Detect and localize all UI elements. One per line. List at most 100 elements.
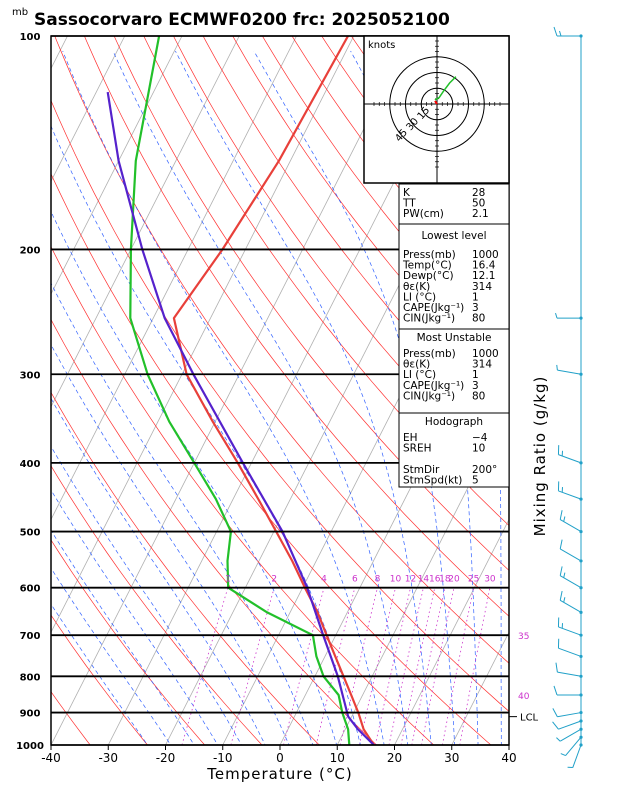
index-value: 5 (472, 474, 479, 486)
mixing-ratio-label: 12 (405, 575, 416, 585)
index-value: 80 (472, 390, 485, 402)
isotherm-line (51, 36, 297, 521)
x-tick-label: -20 (156, 751, 176, 765)
mixing-ratio-label: 4 (321, 575, 327, 585)
index-label: CAPE(Jkg⁻¹) (403, 302, 464, 314)
wind-barb (557, 481, 583, 501)
wind-barb-staff (559, 548, 582, 562)
wind-barb-feather (555, 662, 558, 673)
dry-adiabat-line (143, 36, 509, 527)
moist-adiabat-line (51, 489, 219, 745)
pressure-tick-label: 700 (20, 631, 41, 642)
index-label: PW(cm) (403, 208, 444, 220)
wind-barb-staff (565, 736, 582, 756)
isotherm-line (51, 36, 126, 183)
index-value: 10 (472, 443, 485, 455)
x-tick-label: 30 (444, 751, 459, 765)
dry-adiabat-line (51, 391, 320, 745)
wind-barb-feather (553, 26, 558, 37)
dry-adiabat-line (261, 36, 509, 356)
pressure-tick-label: 1000 (16, 741, 44, 752)
pressure-tick-label: 800 (20, 672, 41, 683)
isotherm-line (51, 36, 412, 745)
pressure-tick-label: 600 (20, 584, 41, 595)
index-value: 1000 (472, 348, 499, 360)
moist-adiabat-line (51, 397, 266, 745)
index-value: 16.4 (472, 260, 496, 272)
lcl-label: LCL (520, 713, 539, 724)
mixing-ratio-label: 16 (429, 575, 441, 585)
wind-barb-staff (557, 712, 582, 718)
x-tick-label: -40 (41, 751, 61, 765)
plot-area (51, 36, 509, 745)
mixing-ratio-axis-title: Mixing Ratio (g/kg) (531, 376, 549, 537)
hodograph-trace (434, 76, 457, 101)
index-value: 1 (472, 369, 479, 381)
moist-adiabat-line (450, 50, 502, 745)
wind-barb (557, 617, 583, 637)
chart-title: Sassocorvaro ECMWF0200 frc: 2025052100 (34, 10, 450, 30)
wind-barb (553, 26, 583, 38)
index-label: Press(mb) (403, 249, 456, 261)
hodograph-unit: knots (368, 40, 395, 51)
index-label: StmSpd(kt) (403, 474, 462, 486)
wind-barb-feather (553, 685, 558, 696)
wind-barb (552, 708, 583, 718)
wind-barb-feather (559, 539, 563, 550)
lowest-level-heading: Lowest level (421, 230, 486, 242)
index-value: 80 (472, 313, 485, 325)
index-label: TT (402, 198, 416, 210)
moist-adiabat-line (51, 210, 338, 745)
index-value: 314 (472, 281, 492, 293)
index-value: −4 (472, 432, 488, 444)
mixing-ratio-label: 20 (448, 575, 460, 585)
moist-adiabat-line (51, 125, 361, 745)
pressure-unit-label: mb (12, 7, 28, 18)
index-label: CAPE(Jkg⁻¹) (403, 380, 464, 392)
mixing-ratio-label: 8 (375, 575, 381, 585)
wind-barb-staff (559, 728, 582, 742)
index-value: 1000 (472, 249, 499, 261)
mixing-ratio-label: 30 (484, 575, 496, 585)
index-label: EH (403, 432, 418, 444)
wind-barb-staff (558, 647, 582, 657)
index-value: 50 (472, 198, 485, 210)
wind-barb (556, 727, 583, 742)
mixing-ratio-line (181, 587, 229, 745)
isotherm-line (336, 405, 509, 745)
isotherm-line (51, 36, 355, 634)
index-label: θε(K) (403, 359, 430, 371)
wind-barb (560, 735, 583, 757)
theta-e-label: 40 (518, 692, 530, 702)
mixing-ratio-label: 1 (225, 575, 231, 585)
mixing-ratio-label: 14 (418, 575, 430, 585)
index-label: θε(K) (403, 281, 430, 293)
wind-barb (556, 364, 583, 376)
index-label: CIN(Jkg⁻¹) (403, 313, 455, 325)
wind-barb-half-feather (563, 597, 566, 603)
wind-barb-staff (558, 720, 582, 730)
wind-barb (557, 638, 583, 659)
isotherm-line (51, 36, 183, 295)
mixing-ratio-line (442, 587, 474, 745)
index-value: 3 (472, 380, 479, 392)
wind-barb-staff (557, 671, 582, 677)
moist-adiabat-line (175, 50, 432, 745)
moist-adiabat-line (51, 603, 149, 745)
wind-barb (559, 566, 583, 590)
wind-barb (555, 312, 583, 320)
moist-adiabat-line (51, 282, 314, 745)
hodograph-storm-motion (434, 100, 438, 105)
index-value: 28 (472, 187, 485, 199)
wind-barb-half-feather (560, 753, 566, 757)
wind-barb (557, 445, 583, 465)
x-tick-label: -30 (98, 751, 118, 765)
wind-barb (552, 719, 583, 730)
wind-barb-half-feather (559, 30, 562, 37)
indices-box (398, 183, 510, 225)
wind-barb-staff (557, 369, 582, 375)
dry-adiabat-line (291, 36, 509, 315)
wind-barb-half-feather (555, 312, 558, 319)
x-tick-label: 40 (501, 751, 516, 765)
wind-barb (555, 662, 583, 678)
